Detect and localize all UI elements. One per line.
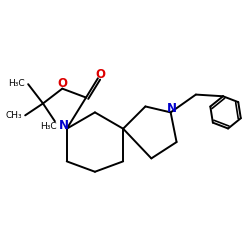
Text: CH₃: CH₃ [6, 111, 22, 120]
Text: O: O [57, 77, 67, 90]
Text: N: N [166, 102, 176, 115]
Text: H₃C: H₃C [40, 122, 56, 131]
Text: H₃C: H₃C [8, 79, 25, 88]
Text: O: O [95, 68, 105, 81]
Text: N: N [59, 119, 69, 132]
